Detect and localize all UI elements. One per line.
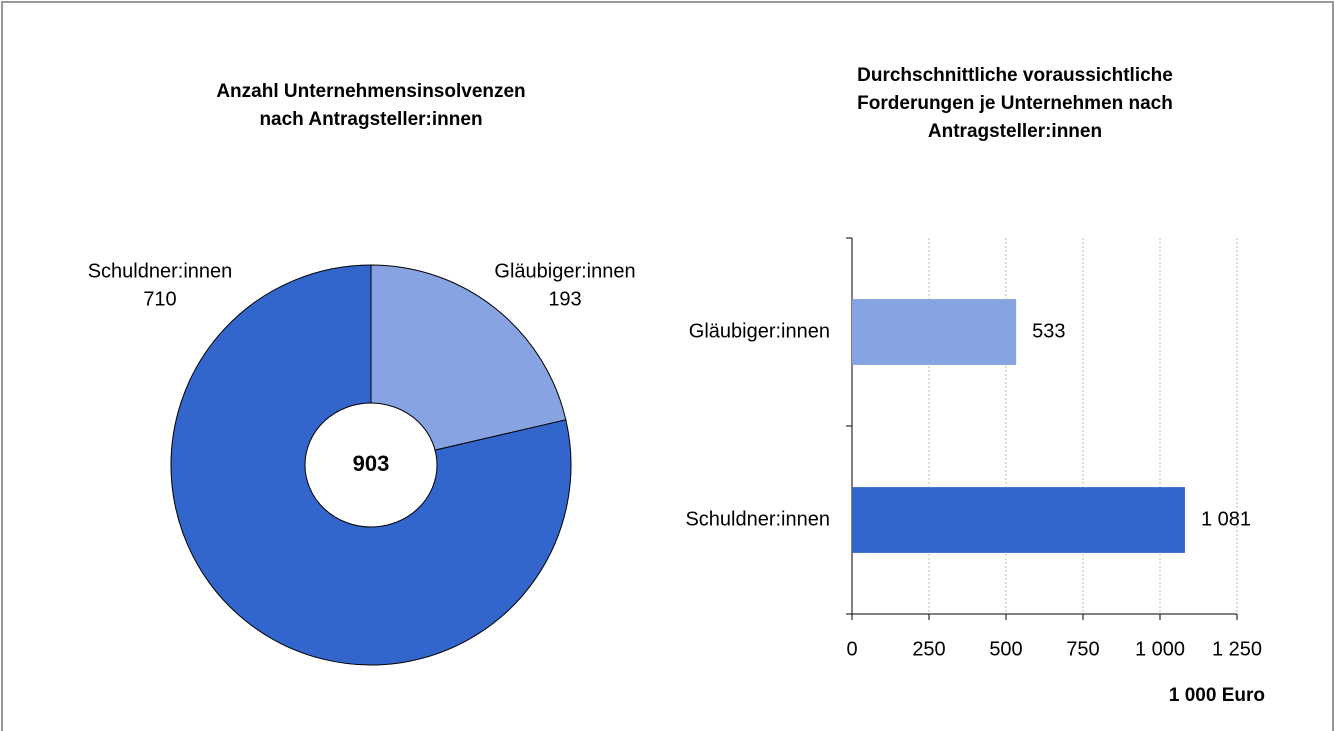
slice-label: Schuldner:innen	[88, 260, 233, 282]
value-label: 533	[1032, 320, 1065, 342]
pie-slice	[170, 264, 572, 666]
x-tick-label: 250	[912, 638, 945, 660]
bar	[852, 487, 1185, 553]
value-label: 1 081	[1201, 508, 1251, 530]
x-tick-label: 500	[989, 638, 1022, 660]
slice-value: 193	[548, 288, 581, 310]
chart-title: Anzahl Unternehmensinsolvenzen	[216, 81, 525, 102]
x-tick-label: 0	[846, 638, 857, 660]
chart-title: nach Antragsteller:innen	[259, 109, 482, 130]
x-tick-label: 1 250	[1212, 638, 1262, 660]
x-axis-label: 1 000 Euro	[1169, 685, 1265, 706]
chart-title: Forderungen je Unternehmen nach	[857, 93, 1173, 114]
bar	[852, 299, 1017, 365]
y-tick-label: Gläubiger:innen	[689, 320, 830, 342]
x-tick-label: 750	[1066, 638, 1099, 660]
chart-title: Durchschnittliche voraussichtliche	[857, 65, 1173, 86]
total-label: 903	[353, 451, 390, 476]
x-tick-label: 1 000	[1135, 638, 1185, 660]
slice-label: Gläubiger:innen	[494, 260, 635, 282]
chart-title: Antragsteller:innen	[928, 121, 1102, 142]
slice-value: 710	[143, 288, 176, 310]
pie-slice	[370, 264, 567, 466]
donut-hole	[304, 402, 438, 528]
y-tick-label: Schuldner:innen	[685, 508, 830, 530]
